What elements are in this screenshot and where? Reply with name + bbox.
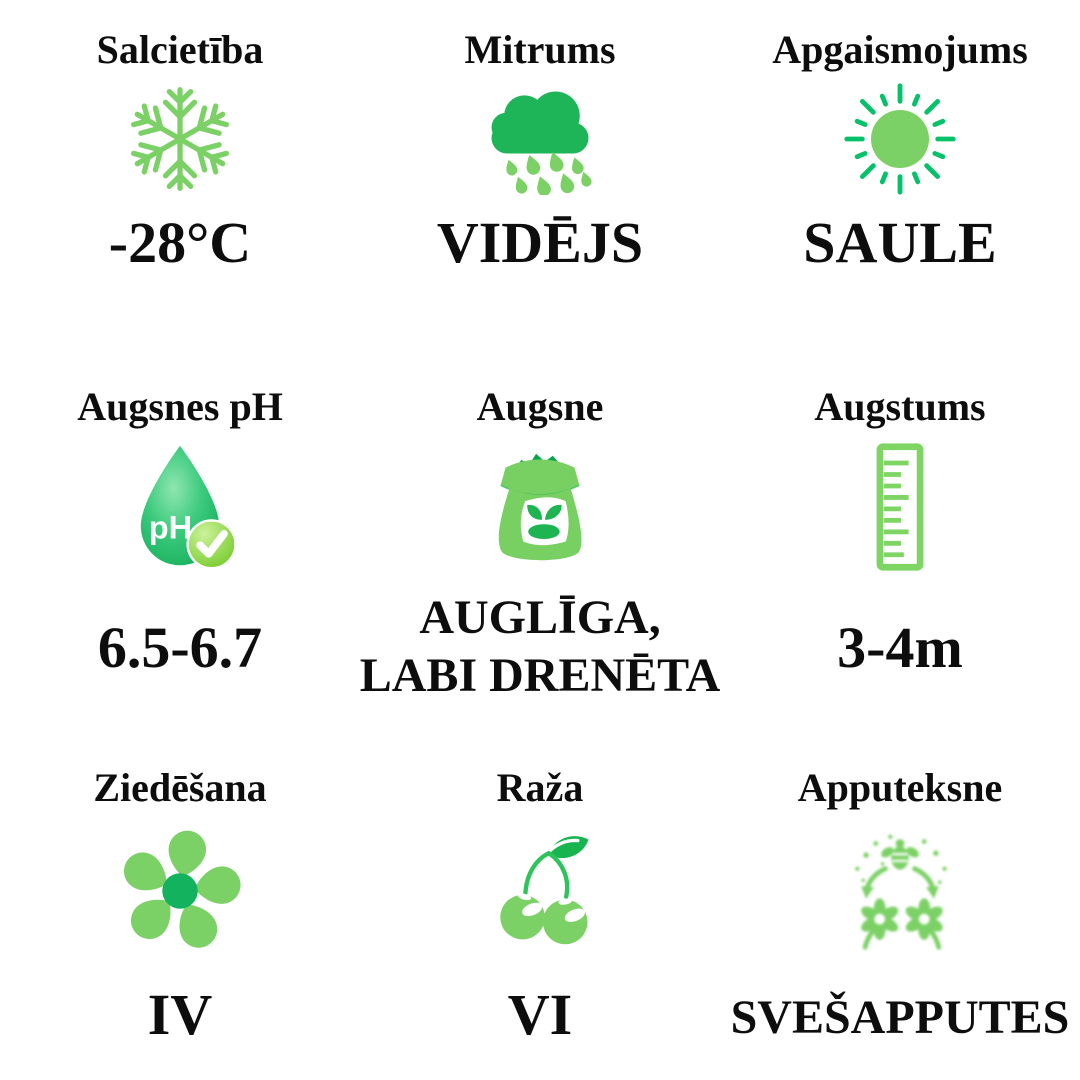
cross-pollination-icon [837,828,963,954]
card-value: -28°C [108,210,252,275]
flower-icon [116,828,244,954]
card-value: 6.5-6.7 [97,615,263,680]
card-value: 3-4m [837,615,963,680]
rain-cloud-icon [491,91,593,195]
card-title: Raža [496,765,584,810]
card-flowering: Ziedēšana IV [0,740,360,1080]
card-title: Augsne [476,384,604,429]
soil-bag-sprout-icon [498,453,582,561]
flower-icon [117,829,244,953]
cross-pollination-icon [855,834,947,950]
card-value: IV [147,982,213,1047]
card-title: Augsnes pH [77,384,283,429]
card-moisture: Mitrums [360,0,720,355]
card-frost-hardiness: Salcietība -28°C [0,0,360,355]
card-title: Ziedēšana [93,765,267,810]
card-value: SAULE [803,210,997,275]
card-light: Apgaismojums [720,0,1080,355]
card-title: Apgaismojums [772,27,1028,72]
card-value-line1: AUGLĪGA, [419,591,661,644]
cherries-icon [477,828,603,954]
card-soil-ph: Augsnes pH pH [0,355,360,740]
ruler-icon [876,443,924,571]
soil-bag-sprout-icon [474,441,606,573]
ruler-icon [875,441,925,573]
ph-droplet-check-icon: pH [119,441,241,573]
card-value-line2: LABI DRENĒTA [359,648,721,702]
snowflake-icon [122,81,238,197]
card-title: Apputeksne [797,765,1003,810]
card-harvest: Raža VI [360,740,720,1080]
card-title: Mitrums [464,27,616,72]
rain-cloud-icon [476,80,604,198]
card-value: VIDĒJS [436,210,644,275]
ph-droplet-check-icon: pH [140,445,237,570]
sun-icon [842,80,958,198]
card-soil: Augsne AUGLĪGA, LABI DRENĒTA [360,355,721,740]
card-title: Salcietība [96,27,264,72]
snowflake-icon [122,80,238,198]
cherries-icon [500,836,589,945]
sun-icon [842,81,958,197]
card-pollination: Apputeksne [720,740,1080,1080]
card-value: VI [507,982,573,1047]
card-value: AUGLĪGA, LABI DRENĒTA [360,589,721,704]
card-title: Augstums [814,384,986,429]
card-height: Augstums 3-4m [720,355,1080,740]
card-value: SVEŠAPPUTES [730,991,1070,1044]
ph-label: pH [149,510,192,546]
